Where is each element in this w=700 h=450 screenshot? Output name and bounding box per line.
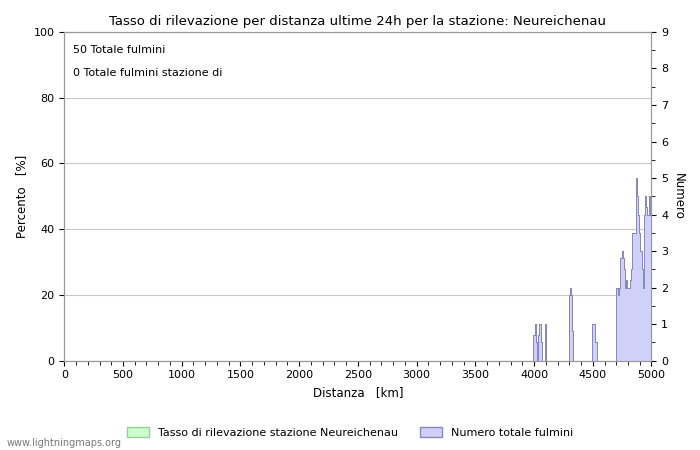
Legend: Tasso di rilevazione stazione Neureichenau, Numero totale fulmini: Tasso di rilevazione stazione Neureichen… <box>122 423 577 442</box>
Y-axis label: Percento   [%]: Percento [%] <box>15 155 28 238</box>
Title: Tasso di rilevazione per distanza ultime 24h per la stazione: Neureichenau: Tasso di rilevazione per distanza ultime… <box>109 15 606 28</box>
X-axis label: Distanza   [km]: Distanza [km] <box>313 386 403 399</box>
Text: www.lightningmaps.org: www.lightningmaps.org <box>7 438 122 448</box>
Text: 50 Totale fulmini: 50 Totale fulmini <box>73 45 165 55</box>
Text: 0 Totale fulmini stazione di: 0 Totale fulmini stazione di <box>73 68 223 78</box>
Y-axis label: Numero: Numero <box>672 173 685 220</box>
